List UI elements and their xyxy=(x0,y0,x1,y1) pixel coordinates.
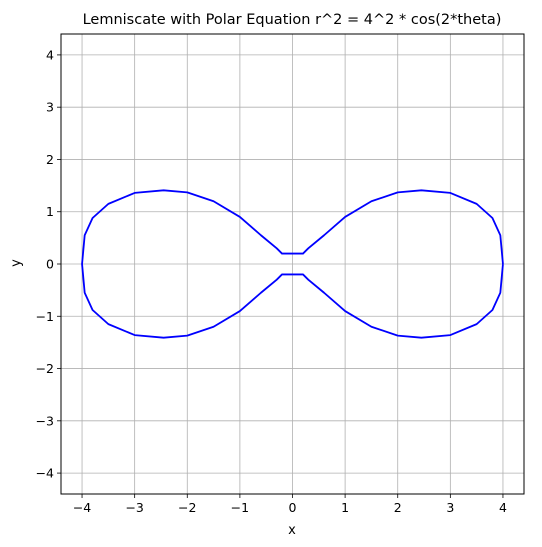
y-tick-label: −4 xyxy=(36,466,54,481)
x-tick-label: 4 xyxy=(499,500,507,515)
y-axis-label: y xyxy=(9,259,24,267)
x-tick-label: −3 xyxy=(125,500,143,515)
y-tick-label: 4 xyxy=(46,47,54,62)
x-tick-label: −1 xyxy=(231,500,249,515)
x-tick-label: −2 xyxy=(178,500,196,515)
y-tick-label: 0 xyxy=(46,257,54,272)
y-tick-label: −3 xyxy=(36,413,54,428)
x-axis-label: x xyxy=(288,523,296,538)
x-tick-label: 2 xyxy=(394,500,402,515)
y-tick-label: 2 xyxy=(46,152,54,167)
ticks: −4 −3 −2 −1 0 1 2 3 4 −4 −3 −2 −1 0 1 2 3 4 xyxy=(36,47,507,515)
x-tick-label: 3 xyxy=(446,500,454,515)
chart-title: Lemniscate with Polar Equation r^2 = 4^2… xyxy=(83,12,502,28)
y-tick-label: 1 xyxy=(46,204,54,219)
x-tick-label: 0 xyxy=(289,500,297,515)
grid xyxy=(61,34,524,494)
lemniscate-curve xyxy=(81,189,504,339)
y-tick-label: −2 xyxy=(36,361,54,376)
y-tick-label: −1 xyxy=(36,309,54,324)
y-tick-label: 3 xyxy=(46,100,54,115)
series-layer xyxy=(81,189,504,339)
x-tick-label: 1 xyxy=(341,500,349,515)
x-tick-label: −4 xyxy=(73,500,91,515)
